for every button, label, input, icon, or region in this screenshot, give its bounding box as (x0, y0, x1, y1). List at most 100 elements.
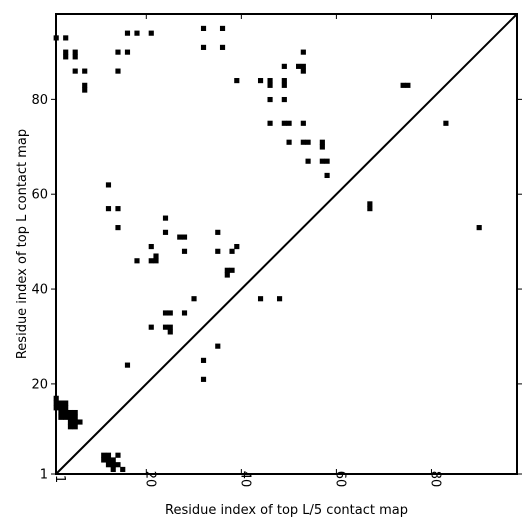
contact-point (281, 63, 287, 69)
contact-point (63, 49, 69, 55)
contact-point (153, 253, 159, 259)
plot-frame (55, 13, 518, 475)
contact-point (281, 96, 287, 103)
contact-point (215, 248, 221, 254)
contact-point (148, 258, 154, 264)
contact-point (115, 452, 121, 458)
contact-point (110, 462, 116, 468)
contact-point (219, 25, 226, 31)
contact-point (67, 424, 74, 430)
contact-point (67, 409, 74, 416)
contact-point (162, 215, 169, 221)
contact-point (115, 206, 121, 212)
contact-point (181, 248, 188, 254)
contact-point (110, 457, 116, 463)
contact-point (200, 357, 207, 363)
contact-point (324, 172, 330, 179)
contact-point (148, 243, 154, 250)
contact-point (82, 68, 88, 74)
contact-point (367, 201, 373, 207)
contact-point (82, 82, 88, 88)
contact-point (58, 405, 64, 411)
contact-point (319, 144, 325, 150)
contact-point (77, 419, 83, 425)
contact-point (267, 78, 273, 84)
contact-point (224, 272, 230, 278)
contact-point (120, 466, 126, 473)
contact-point (72, 54, 78, 60)
contact-point (181, 234, 188, 240)
y-tick-label: 1 (40, 468, 48, 483)
contact-point (105, 452, 112, 458)
contact-point (105, 206, 112, 212)
contact-point (276, 296, 283, 302)
contact-point (167, 310, 173, 316)
contact-point (281, 120, 287, 126)
contact-point (200, 25, 207, 31)
contact-point (443, 120, 449, 126)
contact-point (110, 466, 116, 473)
contact-point (229, 267, 235, 273)
contact-point (200, 44, 207, 50)
contact-point (72, 419, 78, 425)
contact-point (234, 243, 240, 250)
contact-point (215, 229, 221, 235)
contact-point (58, 400, 64, 406)
contact-point (200, 376, 207, 382)
contact-point (105, 182, 112, 188)
contact-point (234, 78, 240, 84)
y-axis-label: Residue index of top L contact map (15, 129, 30, 359)
contact-point (219, 44, 226, 50)
contact-point (58, 414, 64, 420)
contact-point (115, 49, 121, 55)
contact-point (101, 457, 107, 463)
contact-point (257, 296, 264, 302)
contact-point (82, 87, 88, 93)
contact-point (162, 310, 169, 316)
contact-point (105, 462, 112, 468)
contact-point (134, 30, 140, 36)
contact-point (405, 82, 411, 88)
contact-point (286, 139, 292, 145)
contact-point (300, 68, 306, 74)
contact-point (148, 324, 154, 330)
contact-point (267, 120, 273, 126)
contact-point (257, 78, 264, 84)
contact-point (124, 49, 131, 55)
contact-point (72, 68, 78, 74)
y-tick-label: 60 (31, 188, 48, 203)
contact-point (319, 158, 325, 164)
contact-point (476, 225, 482, 231)
x-axis-label: Residue index of top L/5 contact map (165, 503, 408, 518)
contact-point (367, 206, 373, 212)
contact-point (300, 49, 306, 55)
contact-point (191, 296, 197, 302)
contact-point (281, 82, 287, 88)
contact-point (267, 96, 273, 103)
contact-point (319, 139, 325, 145)
contact-point (67, 414, 74, 420)
contact-point (162, 229, 169, 235)
contact-point (229, 248, 235, 254)
contact-point (72, 49, 78, 55)
contact-point (281, 78, 287, 84)
contact-point (124, 30, 131, 36)
contact-point (286, 120, 292, 126)
contact-point (72, 409, 78, 416)
contact-point (305, 158, 311, 164)
contact-point (67, 419, 74, 425)
contact-point (400, 82, 406, 88)
y-tick-label: 80 (31, 93, 48, 108)
contact-point (300, 120, 306, 126)
contact-point (72, 414, 78, 420)
contact-point (115, 225, 121, 231)
contact-point (101, 452, 107, 458)
contact-point (63, 35, 69, 41)
contact-point (181, 310, 188, 316)
contact-point (105, 457, 112, 463)
contact-point (148, 30, 154, 36)
contact-point (72, 424, 78, 430)
contact-point (134, 258, 140, 264)
